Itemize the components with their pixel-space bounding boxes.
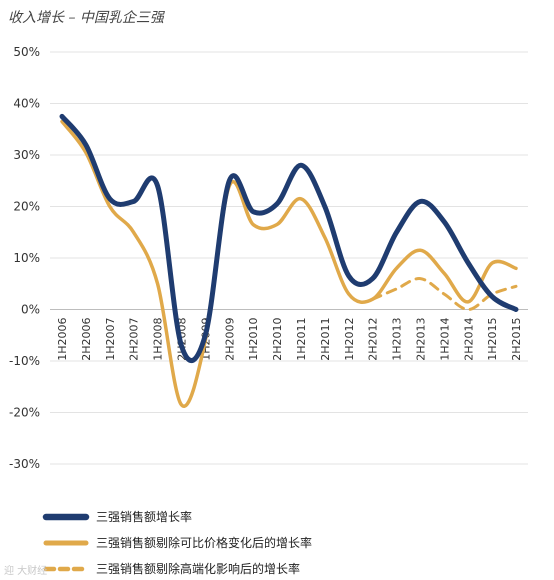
x-tick-label: 1H2012 [343,318,356,361]
y-tick-label: 0% [21,303,40,317]
series-lines [59,113,519,409]
y-tick-label: 50% [13,45,40,59]
x-tick-label: 1H2006 [56,318,69,361]
x-tick-label: 1H2015 [486,318,499,361]
x-tick-label: 2H2014 [462,318,475,361]
y-tick-label: 10% [13,251,40,265]
series-line-2 [371,277,518,311]
y-axis-ticks: -30% -20% -10% 0% 10% 20% 30% 40% 50% [9,45,40,471]
x-tick-label: 2H2012 [367,318,380,361]
chart-title: 收入增长 – 中国乳企三强 [8,10,166,26]
x-tick-label: 2H2007 [128,318,141,361]
x-tick-label: 2H2013 [414,318,427,361]
legend-label: 三强销售额剔除可比价格变化后的增长率 [96,535,312,550]
x-tick-label: 2H2011 [319,318,332,361]
series-line-1 [60,119,518,409]
x-tick-label: 1H2014 [438,318,451,361]
y-tick-label: -10% [9,354,40,368]
series-line-0 [59,113,519,364]
x-tick-label: 1H2011 [295,318,308,361]
gridlines [50,51,528,465]
x-tick-label: 1H2008 [152,318,165,361]
y-tick-label: 40% [13,97,40,111]
x-axis-ticks: 1H2006 2H2006 1H2007 2H2007 1H2008 2H2008 1H20… [56,318,523,361]
x-tick-label: 1H2010 [247,318,260,361]
x-tick-label: 2H2009 [223,318,236,361]
x-tick-label: 1H2007 [104,318,117,361]
legend: 三强销售额增长率三强销售额剔除可比价格变化后的增长率三强销售额剔除高端化影响后的… [42,509,312,576]
x-tick-label: 1H2013 [391,318,404,361]
y-tick-label: 20% [13,200,40,214]
y-tick-label: -20% [9,406,40,420]
y-tick-label: 30% [13,148,40,162]
x-tick-label: 2H2010 [271,318,284,361]
watermark: 迎 大财经 [4,564,47,577]
legend-label: 三强销售额增长率 [96,509,192,524]
x-tick-label: 2H2006 [80,318,93,361]
x-tick-label: 2H2015 [510,318,523,361]
legend-label: 三强销售额剔除高端化影响后的增长率 [96,561,300,576]
y-tick-label: -30% [9,457,40,471]
